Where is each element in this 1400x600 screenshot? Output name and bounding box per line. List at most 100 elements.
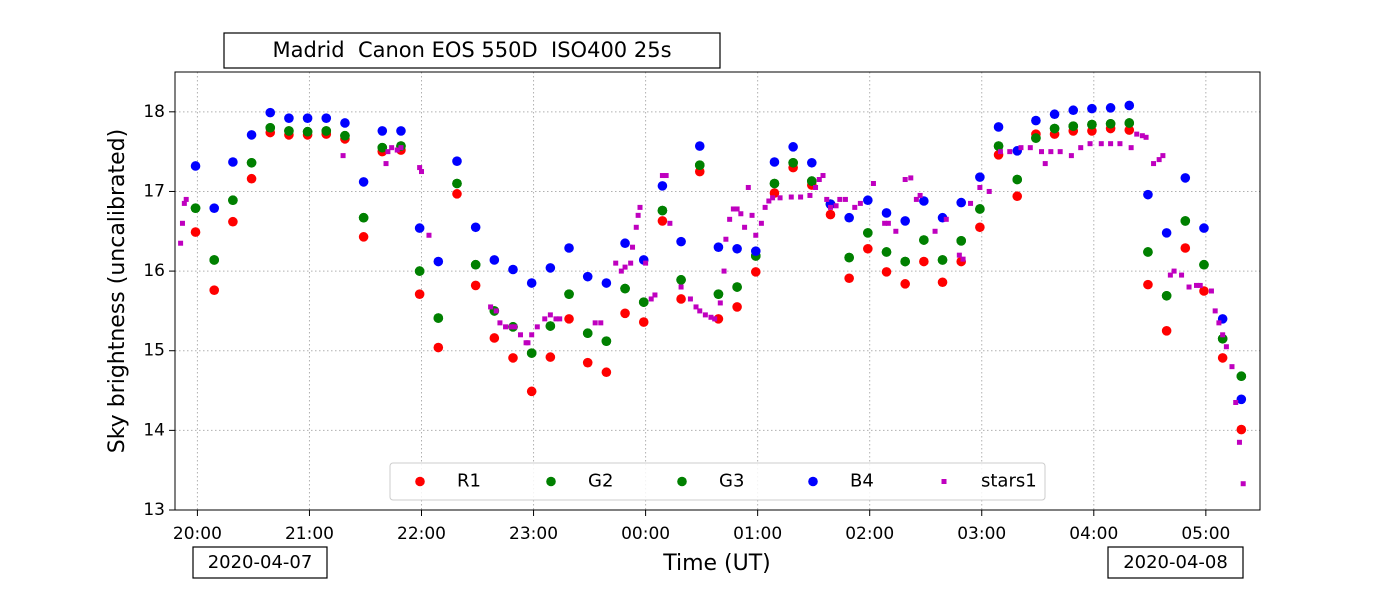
point	[742, 224, 748, 230]
point	[508, 324, 514, 330]
point	[209, 285, 220, 296]
point	[721, 268, 727, 274]
x-tick-label: 02:00	[845, 524, 894, 544]
point	[1124, 100, 1135, 111]
point	[870, 180, 876, 186]
point	[1212, 308, 1218, 314]
point	[1233, 399, 1239, 405]
point	[553, 316, 559, 322]
point	[1049, 109, 1060, 120]
point	[1031, 133, 1041, 143]
point	[908, 175, 914, 181]
point	[1240, 481, 1246, 487]
point	[601, 278, 612, 288]
point	[246, 157, 257, 168]
point	[302, 113, 313, 123]
point	[564, 314, 574, 324]
point	[913, 196, 919, 202]
point	[542, 316, 548, 322]
point	[919, 235, 929, 245]
point	[824, 196, 830, 202]
point	[676, 294, 686, 304]
point	[885, 220, 891, 226]
point	[284, 113, 294, 123]
point	[993, 141, 1004, 151]
x-tick-label: 01:00	[733, 524, 782, 544]
point	[657, 205, 668, 216]
point	[986, 188, 992, 194]
point	[582, 357, 593, 368]
point	[697, 308, 703, 314]
point	[738, 211, 744, 217]
legend-label: R1	[457, 471, 481, 492]
x-tick-label: 20:00	[173, 524, 222, 544]
point	[659, 173, 665, 179]
point	[228, 157, 238, 167]
point	[730, 206, 736, 212]
point	[452, 189, 462, 199]
point	[676, 236, 686, 247]
point	[635, 212, 641, 218]
point	[512, 324, 518, 330]
point	[620, 238, 630, 249]
point	[545, 321, 556, 331]
point	[419, 169, 425, 175]
point	[564, 243, 574, 253]
point	[882, 220, 888, 226]
point	[452, 156, 462, 166]
point	[1180, 243, 1191, 253]
point	[943, 216, 949, 222]
point	[598, 320, 604, 326]
point	[493, 308, 499, 314]
point	[1068, 121, 1079, 131]
point	[777, 195, 783, 201]
x-axis-label: Time (UT)	[662, 551, 771, 576]
date-label: 2020-04-07	[208, 552, 313, 573]
point	[1180, 216, 1191, 226]
chart-title: Madrid Canon EOS 550D ISO400 25s	[272, 38, 671, 62]
point	[1220, 332, 1226, 338]
point	[179, 220, 185, 226]
point	[902, 177, 908, 183]
point	[246, 130, 257, 140]
point	[766, 198, 772, 204]
point	[1161, 326, 1172, 336]
point	[956, 197, 967, 208]
point	[1068, 153, 1074, 159]
point	[637, 204, 643, 210]
point	[932, 228, 938, 234]
point	[1161, 290, 1172, 301]
point	[1236, 371, 1247, 382]
legend-label: B4	[850, 471, 874, 492]
point	[900, 279, 910, 289]
point	[452, 178, 462, 189]
y-tick-label: 13	[143, 500, 165, 520]
point	[807, 157, 817, 168]
point	[676, 275, 686, 285]
point	[1087, 103, 1097, 114]
point	[657, 216, 668, 226]
point	[687, 296, 693, 302]
point	[547, 312, 553, 318]
point	[1105, 118, 1116, 129]
point	[488, 304, 494, 310]
point	[396, 126, 406, 136]
point	[937, 277, 948, 288]
point	[1143, 247, 1153, 257]
point	[433, 313, 444, 323]
point	[900, 216, 910, 226]
point	[414, 223, 425, 233]
point	[712, 316, 718, 322]
point	[414, 266, 425, 276]
x-tick-label: 00:00	[621, 524, 670, 544]
point	[648, 296, 654, 302]
point	[770, 195, 776, 201]
point	[417, 165, 423, 171]
point	[975, 222, 985, 233]
point	[833, 203, 839, 209]
point	[881, 267, 892, 277]
point	[960, 256, 966, 262]
point	[398, 145, 404, 151]
legend-marker	[808, 476, 818, 487]
